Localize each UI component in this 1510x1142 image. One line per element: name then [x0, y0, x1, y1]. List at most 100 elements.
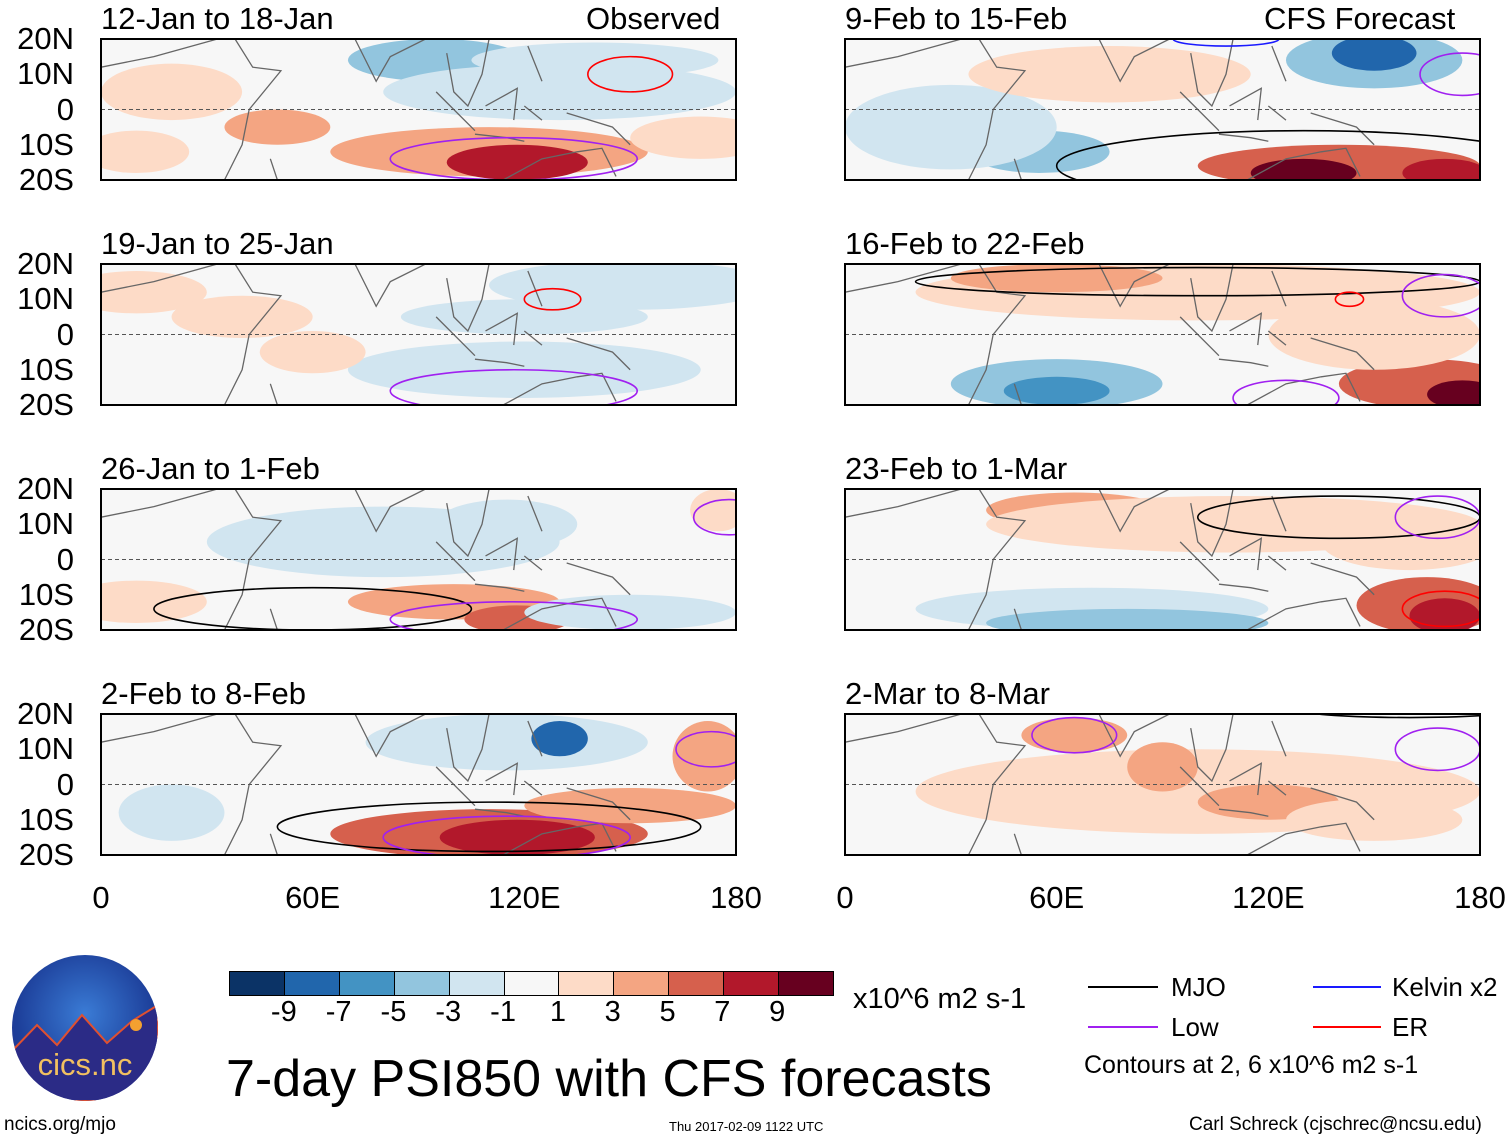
legend-label-kelvin: Kelvin x2 [1392, 972, 1498, 1002]
wave-contour [587, 55, 674, 93]
legend-line-kelvin [1313, 986, 1381, 988]
map-panel [100, 713, 737, 856]
wave-contour [523, 287, 582, 311]
anomaly-region [436, 499, 578, 549]
anomaly-region [1321, 513, 1480, 571]
panel-frame [844, 488, 1481, 631]
wave-contour [1055, 129, 1480, 180]
footer-author: Carl Schreck (cjschrec@ncsu.edu) [1189, 1114, 1482, 1135]
coastline [845, 39, 1375, 180]
lat-tick-label: 0 [56, 91, 74, 127]
anomaly-region [101, 271, 207, 314]
legend-line-er [1313, 1026, 1381, 1028]
coastline [101, 714, 631, 855]
panel-frame [100, 38, 737, 181]
lat-tick-label: 20N [17, 696, 74, 731]
anomaly-region [531, 721, 588, 757]
colorbar-label: -3 [435, 996, 462, 1028]
panel-title: 26-Jan to 1-Feb [101, 451, 320, 486]
anomaly-region [446, 144, 588, 180]
anomaly-region [1402, 158, 1480, 180]
legend-line-mjo [1088, 986, 1158, 988]
coastline [101, 264, 631, 405]
map-panel [844, 263, 1481, 406]
lon-tick-label: 60E [285, 880, 341, 915]
lon-tick-label: 0 [836, 880, 854, 915]
wave-contour [692, 498, 736, 536]
anomaly-region [845, 84, 1057, 170]
lat-tick-label: 10N [17, 506, 74, 542]
forecast-label: CFS Forecast [1264, 1, 1456, 36]
colorbar-units: x10^6 m2 s-1 [853, 983, 1027, 1015]
map-panel [100, 263, 737, 406]
lat-tick-label: 10S [18, 801, 74, 837]
anomaly-region [1427, 380, 1480, 405]
panel-title: 12-Jan to 18-Jan [101, 1, 334, 36]
anomaly-region [1021, 717, 1128, 753]
colorbar-label: 1 [549, 996, 566, 1028]
panel-frame [844, 38, 1481, 181]
lon-tick-label: 180 [710, 880, 762, 915]
colorbar-swatch [503, 972, 559, 995]
colorbar-swatch [723, 972, 779, 995]
lon-tick-label: 120E [488, 880, 561, 915]
wave-contour [1172, 39, 1280, 47]
wave-contour [389, 601, 638, 630]
anomaly-region [1331, 39, 1417, 71]
anomaly-region [672, 721, 736, 792]
coastline [845, 264, 1375, 405]
map-panel [844, 713, 1481, 856]
lat-tick-label: 10N [17, 281, 74, 317]
colorbar-label: -1 [490, 996, 516, 1028]
lat-tick-label: 20N [17, 471, 74, 506]
panel-frame [844, 263, 1481, 406]
wave-contour [389, 368, 638, 405]
anomaly-region [439, 819, 595, 855]
coastline [101, 489, 631, 630]
lat-tick-label: 10S [18, 576, 74, 612]
wave-contour [382, 815, 631, 855]
wave-contour [1197, 495, 1480, 540]
anomaly-region [524, 788, 736, 824]
footer-timestamp: Thu 2017-02-09 1122 UTC [669, 1119, 824, 1134]
map-panel [844, 488, 1481, 631]
wave-contour [276, 801, 702, 853]
anomaly-region [171, 295, 313, 339]
panel-title: 2-Feb to 8-Feb [101, 676, 307, 711]
anomaly-region [986, 608, 1269, 630]
legend-line-low [1088, 1026, 1158, 1028]
lat-tick-label: 20S [18, 387, 74, 422]
wave-contour [1334, 291, 1365, 308]
lat-tick-label: 20N [17, 246, 74, 281]
wave-contour [1394, 495, 1480, 540]
colorbar-swatch [613, 972, 669, 995]
cics-logo: cics.nc [12, 955, 158, 1101]
anomaly-region [259, 330, 366, 374]
map-panel [844, 38, 1481, 181]
lat-tick-label: 0 [56, 541, 74, 577]
colorbar-swatch [778, 972, 833, 995]
anomaly-region [1003, 376, 1110, 405]
legend-label-er: ER [1392, 1012, 1429, 1042]
anomaly-region [1409, 598, 1480, 630]
lat-tick-label: 10N [17, 56, 74, 92]
footer-url[interactable]: ncics.org/mjo [4, 1114, 116, 1135]
wave-contour [675, 730, 736, 768]
anomaly-region [968, 46, 1251, 103]
panel-title: 2-Mar to 8-Mar [845, 676, 1050, 711]
wave-contour [1311, 714, 1480, 719]
anomaly-region [1268, 299, 1480, 370]
legend-label-mjo: MJO [1171, 972, 1226, 1002]
anomaly-region [489, 264, 736, 310]
lon-tick-label: 60E [1029, 880, 1085, 915]
colorbar-swatch [668, 972, 724, 995]
anomaly-region [118, 784, 225, 841]
panel-frame [100, 713, 737, 856]
anomaly-region [383, 63, 736, 121]
wave-contour [1419, 52, 1480, 97]
lat-tick-label: 20S [18, 837, 74, 872]
wave-contour [1031, 716, 1118, 754]
colorbar-swatch [230, 972, 284, 995]
map-panel [100, 38, 737, 181]
